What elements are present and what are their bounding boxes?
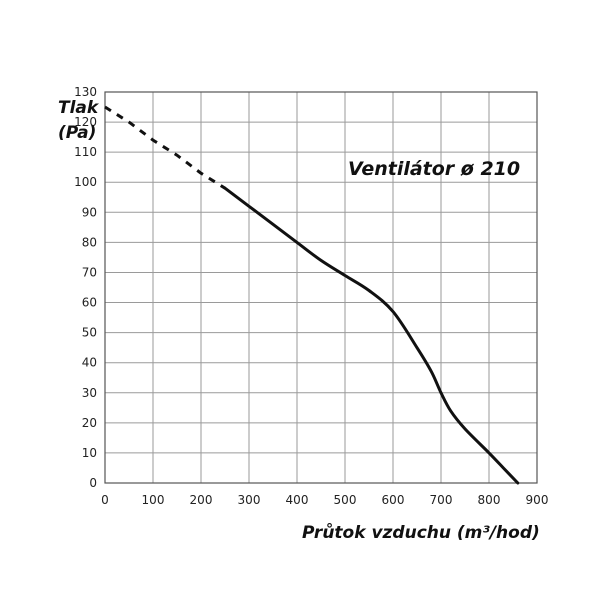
y-tick-label: 130	[74, 85, 97, 99]
y-tick-label: 110	[74, 145, 97, 159]
x-tick-label: 300	[238, 493, 261, 507]
y-tick-label: 120	[74, 115, 97, 129]
pressure-curve-solid	[223, 186, 520, 485]
grid	[104, 91, 538, 484]
y-tick-label: 10	[82, 446, 97, 460]
y-tick-label: 20	[82, 416, 97, 430]
chart-title: Ventilátor ø 210	[348, 158, 520, 180]
y-axis-title-line1: Tlak	[58, 98, 100, 118]
x-tick-label: 0	[101, 493, 109, 507]
y-tick-label: 90	[82, 205, 97, 219]
y-tick-label: 50	[82, 326, 97, 340]
tick-labels: 0 100 200 300 400 500 600 700 800 900 0 10 20 30 40 50 6…	[74, 85, 548, 507]
x-tick-label: 400	[286, 493, 309, 507]
x-tick-label: 800	[478, 493, 501, 507]
y-tick-label: 100	[74, 175, 97, 189]
y-tick-label: 40	[82, 356, 97, 370]
x-axis-title: Průtok vzduchu (m³/hod)	[302, 522, 540, 543]
y-tick-label: 0	[89, 476, 97, 490]
x-tick-label: 600	[382, 493, 405, 507]
y-tick-label: 60	[82, 296, 97, 310]
y-tick-label: 80	[82, 235, 97, 249]
series-layer	[104, 105, 520, 485]
x-tick-label: 200	[190, 493, 213, 507]
pressure-curve-dashed	[104, 105, 226, 190]
x-tick-label: 700	[430, 493, 453, 507]
x-tick-label: 100	[142, 493, 165, 507]
y-tick-label: 70	[82, 265, 97, 279]
y-tick-label: 30	[82, 386, 97, 400]
x-tick-label: 900	[526, 493, 549, 507]
x-tick-label: 500	[334, 493, 357, 507]
plot-frame	[104, 91, 538, 484]
y-axis-title-line2: (Pa)	[58, 123, 96, 143]
